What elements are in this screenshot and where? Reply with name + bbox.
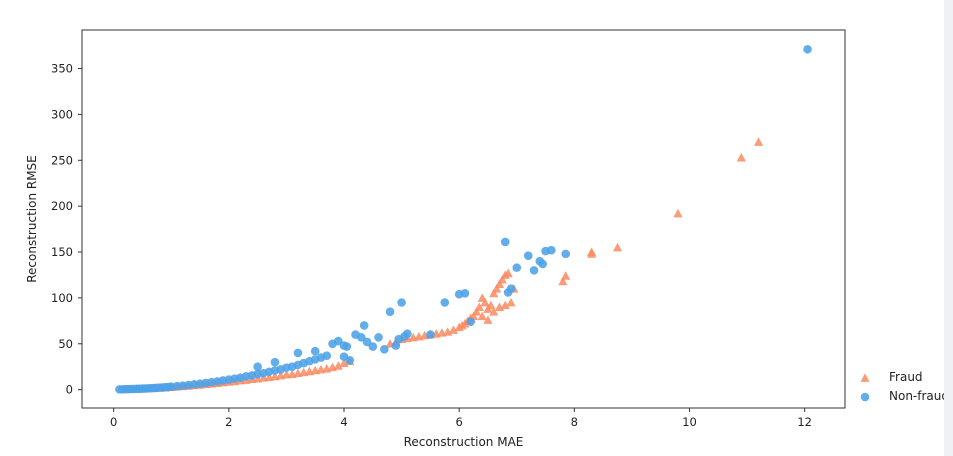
x-tick-label: 4 xyxy=(340,415,347,429)
y-tick-label: 350 xyxy=(51,62,73,76)
nonfraud-point xyxy=(397,298,406,307)
nonfraud-point xyxy=(426,330,435,339)
nonfraud-point xyxy=(374,333,383,342)
fraud-point xyxy=(612,242,623,252)
x-axis-label: Reconstruction MAE xyxy=(404,435,524,449)
fraud-point xyxy=(477,311,487,321)
nonfraud-point xyxy=(310,346,320,356)
fraud-point xyxy=(492,284,502,293)
y-tick-label: 200 xyxy=(51,199,73,213)
nonfraud-point xyxy=(293,348,303,358)
fraud-point xyxy=(673,208,683,218)
nonfraud-point xyxy=(440,298,450,307)
fraud-point xyxy=(506,297,516,307)
fraud-point xyxy=(558,276,568,286)
fraud-point xyxy=(503,268,513,278)
y-tick-label: 50 xyxy=(58,337,73,351)
fraud-point xyxy=(474,302,484,311)
fraud-point xyxy=(486,300,496,310)
series-layer xyxy=(115,44,812,394)
fraud-point xyxy=(494,279,505,289)
fraud-point xyxy=(587,249,597,258)
nonfraud-point xyxy=(356,333,366,342)
nonfraud-point xyxy=(345,355,355,365)
legend-nonfraud-marker xyxy=(860,392,870,402)
x-tick-label: 12 xyxy=(797,415,812,429)
nonfraud-point xyxy=(322,351,332,361)
nonfraud-point xyxy=(538,259,547,269)
fraud-point xyxy=(471,307,482,316)
nonfraud-point xyxy=(460,289,470,298)
fraud-point xyxy=(480,297,490,307)
x-tick-label: 2 xyxy=(225,415,232,429)
fraud-point xyxy=(500,300,510,310)
fraud-point xyxy=(561,271,571,280)
nonfraud-point xyxy=(270,357,280,367)
x-tick-label: 0 xyxy=(110,415,117,429)
nonfraud-point xyxy=(362,337,372,347)
x-tick-label: 6 xyxy=(456,415,463,429)
nonfraud-point xyxy=(512,263,522,272)
nonfraud-point xyxy=(368,342,378,351)
y-tick-label: 250 xyxy=(51,153,73,167)
legend-fraud-label: Fraud xyxy=(889,370,923,384)
nonfraud-point xyxy=(403,329,412,338)
x-tick-label: 10 xyxy=(682,415,697,429)
scrollbar-track[interactable] xyxy=(944,0,953,456)
nonfraud-point xyxy=(380,344,389,354)
x-tick-label: 8 xyxy=(571,415,578,429)
nonfraud-point xyxy=(466,317,475,327)
nonfraud-point xyxy=(561,249,571,259)
y-tick-label: 150 xyxy=(51,245,73,259)
nonfraud-point xyxy=(333,336,343,346)
x-axis: 0 2 4 6 8 10 12 xyxy=(110,408,812,429)
nonfraud-point xyxy=(385,307,395,316)
series-non-fraud xyxy=(115,44,812,394)
fraud-point xyxy=(497,274,507,284)
nonfraud-point xyxy=(523,251,533,260)
fraud-point xyxy=(489,307,499,316)
nonfraud-point xyxy=(391,341,401,350)
fraud-point xyxy=(448,325,459,334)
plot-area xyxy=(81,29,846,409)
legend-fraud-marker xyxy=(860,373,870,382)
legend-nonfraud-label: Non-fraud xyxy=(889,389,949,403)
nonfraud-point xyxy=(529,266,539,275)
y-tick-label: 0 xyxy=(66,383,73,397)
fraud-point xyxy=(736,152,746,162)
nonfraud-point xyxy=(342,342,352,351)
fraud-point xyxy=(489,288,499,298)
nonfraud-point xyxy=(803,44,812,54)
legend: Fraud Non-fraud xyxy=(860,370,949,403)
nonfraud-point xyxy=(253,362,262,372)
nonfraud-point xyxy=(500,237,510,247)
nonfraud-point xyxy=(547,245,556,255)
y-tick-label: 100 xyxy=(51,291,73,305)
y-axis: 0 50 100 150 200 250 300 350 xyxy=(51,62,82,397)
fraud-point xyxy=(483,315,493,324)
fraud-point xyxy=(333,361,343,370)
nonfraud-point xyxy=(506,284,516,294)
nonfraud-point xyxy=(359,321,369,330)
fraud-point xyxy=(754,137,764,146)
y-axis-label: Reconstruction RMSE xyxy=(25,155,39,283)
y-tick-label: 300 xyxy=(51,107,73,121)
